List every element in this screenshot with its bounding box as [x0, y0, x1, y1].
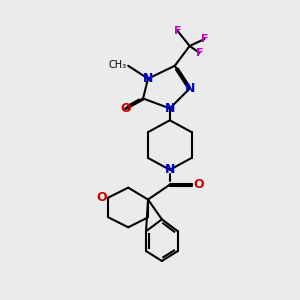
Text: O: O [96, 191, 107, 204]
Text: N: N [165, 102, 175, 115]
Text: N: N [143, 72, 153, 85]
Text: N: N [184, 82, 195, 95]
Text: N: N [165, 163, 175, 176]
Text: F: F [196, 48, 203, 58]
Text: F: F [174, 26, 182, 36]
Text: O: O [120, 102, 130, 115]
Text: O: O [193, 178, 204, 191]
Text: CH₃: CH₃ [108, 60, 126, 70]
Text: F: F [201, 34, 208, 44]
